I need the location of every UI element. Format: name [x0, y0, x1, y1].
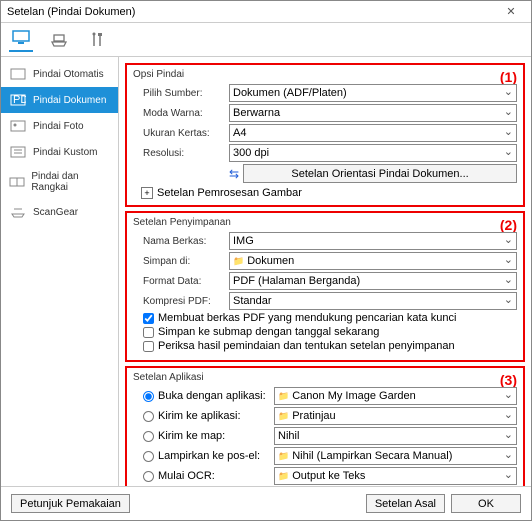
send-to-app-radio[interactable]: Kirim ke aplikasi: Pratinjau [133, 407, 517, 425]
sidebar-item-label: Pindai Otomatis [33, 69, 104, 80]
format-label: Format Data: [133, 276, 225, 287]
section-number: (1) [500, 69, 517, 85]
sidebar-item-stitch[interactable]: Pindai dan Rangkai [1, 165, 118, 199]
open-with-select[interactable]: Canon My Image Garden [274, 387, 517, 405]
format-select[interactable]: PDF (Halaman Berganda) [229, 272, 517, 290]
help-button[interactable]: Petunjuk Pemakaian [11, 494, 130, 513]
searchable-pdf-checkbox[interactable]: Membuat berkas PDF yang mendukung pencar… [133, 312, 517, 324]
photo-icon [9, 119, 27, 133]
settings-dialog: Setelan (Pindai Dokumen) ✕ Pindai Otomat… [0, 0, 532, 521]
sidebar-item-custom[interactable]: Pindai Kustom [1, 139, 118, 165]
custom-icon [9, 145, 27, 159]
toolbar [1, 23, 531, 57]
section-title: Setelan Penyimpanan [133, 217, 517, 228]
color-label: Moda Warna: [133, 108, 225, 119]
filename-label: Nama Berkas: [133, 236, 225, 247]
window-title: Setelan (Pindai Dokumen) [7, 6, 135, 18]
sidebar-item-label: Pindai Foto [33, 121, 84, 132]
filename-select[interactable]: IMG [229, 232, 517, 250]
image-processing-expand[interactable]: + Setelan Pemrosesan Gambar [133, 187, 517, 199]
send-to-folder-radio[interactable]: Kirim ke map: Nihil [133, 427, 517, 445]
swap-icon[interactable]: ⇆ [229, 167, 239, 181]
footer: Petunjuk Pemakaian Setelan Asal OK [1, 486, 531, 520]
section-title: Opsi Pindai [133, 69, 517, 80]
source-label: Pilih Sumber: [133, 88, 225, 99]
sidebar-item-photo[interactable]: Pindai Foto [1, 113, 118, 139]
stitch-icon [9, 175, 25, 189]
titlebar: Setelan (Pindai Dokumen) ✕ [1, 1, 531, 23]
section-title: Setelan Aplikasi [133, 372, 517, 383]
monitor-icon[interactable] [9, 28, 33, 52]
check-results-checkbox[interactable]: Periksa hasil pemindaian dan tentukan se… [133, 340, 517, 352]
send-app-select[interactable]: Pratinjau [274, 407, 517, 425]
resolution-select[interactable]: 300 dpi [229, 144, 517, 162]
main-panel: (1) Opsi Pindai Pilih Sumber: Dokumen (A… [119, 57, 531, 486]
compress-select[interactable]: Standar [229, 292, 517, 310]
sidebar-item-label: Pindai Dokumen [33, 95, 106, 106]
tools-icon[interactable] [85, 28, 109, 52]
sidebar: Pindai Otomatis PDF Pindai Dokumen Pinda… [1, 57, 119, 486]
saveto-label: Simpan di: [133, 256, 225, 267]
image-processing-label: Setelan Pemrosesan Gambar [157, 187, 302, 199]
defaults-button[interactable]: Setelan Asal [366, 494, 445, 513]
subfolder-date-checkbox[interactable]: Simpan ke submap dengan tanggal sekarang [133, 326, 517, 338]
sidebar-item-label: Pindai dan Rangkai [31, 171, 110, 193]
plus-icon: + [141, 187, 153, 199]
section-number: (3) [500, 372, 517, 388]
section-number: (2) [500, 217, 517, 233]
scangear-icon [9, 205, 27, 219]
scanner-icon[interactable] [47, 28, 71, 52]
sidebar-item-document[interactable]: PDF Pindai Dokumen [1, 87, 118, 113]
send-folder-select[interactable]: Nihil [274, 427, 517, 445]
resolution-label: Resolusi: [133, 148, 225, 159]
source-select[interactable]: Dokumen (ADF/Platen) [229, 84, 517, 102]
orientation-button[interactable]: Setelan Orientasi Pindai Dokumen... [243, 164, 517, 183]
sidebar-item-auto[interactable]: Pindai Otomatis [1, 61, 118, 87]
compress-label: Kompresi PDF: [133, 296, 225, 307]
save-settings-section: (2) Setelan Penyimpanan Nama Berkas: IMG… [125, 211, 525, 362]
start-ocr-radio[interactable]: Mulai OCR: Output ke Teks [133, 467, 517, 485]
sidebar-item-label: ScanGear [33, 207, 78, 218]
doc-icon [9, 67, 27, 81]
app-settings-section: (3) Setelan Aplikasi Buka dengan aplikas… [125, 366, 525, 486]
paper-select[interactable]: A4 [229, 124, 517, 142]
pdf-icon: PDF [9, 93, 27, 107]
scan-options-section: (1) Opsi Pindai Pilih Sumber: Dokumen (A… [125, 63, 525, 207]
attach-email-radio[interactable]: Lampirkan ke pos-el: Nihil (Lampirkan Se… [133, 447, 517, 465]
svg-text:PDF: PDF [13, 94, 26, 106]
color-select[interactable]: Berwarna [229, 104, 517, 122]
attach-email-select[interactable]: Nihil (Lampirkan Secara Manual) [274, 447, 517, 465]
ok-button[interactable]: OK [451, 494, 521, 513]
saveto-select[interactable]: Dokumen [229, 252, 517, 270]
open-with-radio[interactable]: Buka dengan aplikasi: Canon My Image Gar… [133, 387, 517, 405]
paper-label: Ukuran Kertas: [133, 128, 225, 139]
close-icon[interactable]: ✕ [497, 5, 525, 18]
ocr-select[interactable]: Output ke Teks [274, 467, 517, 485]
sidebar-item-scangear[interactable]: ScanGear [1, 199, 118, 225]
sidebar-item-label: Pindai Kustom [33, 147, 97, 158]
